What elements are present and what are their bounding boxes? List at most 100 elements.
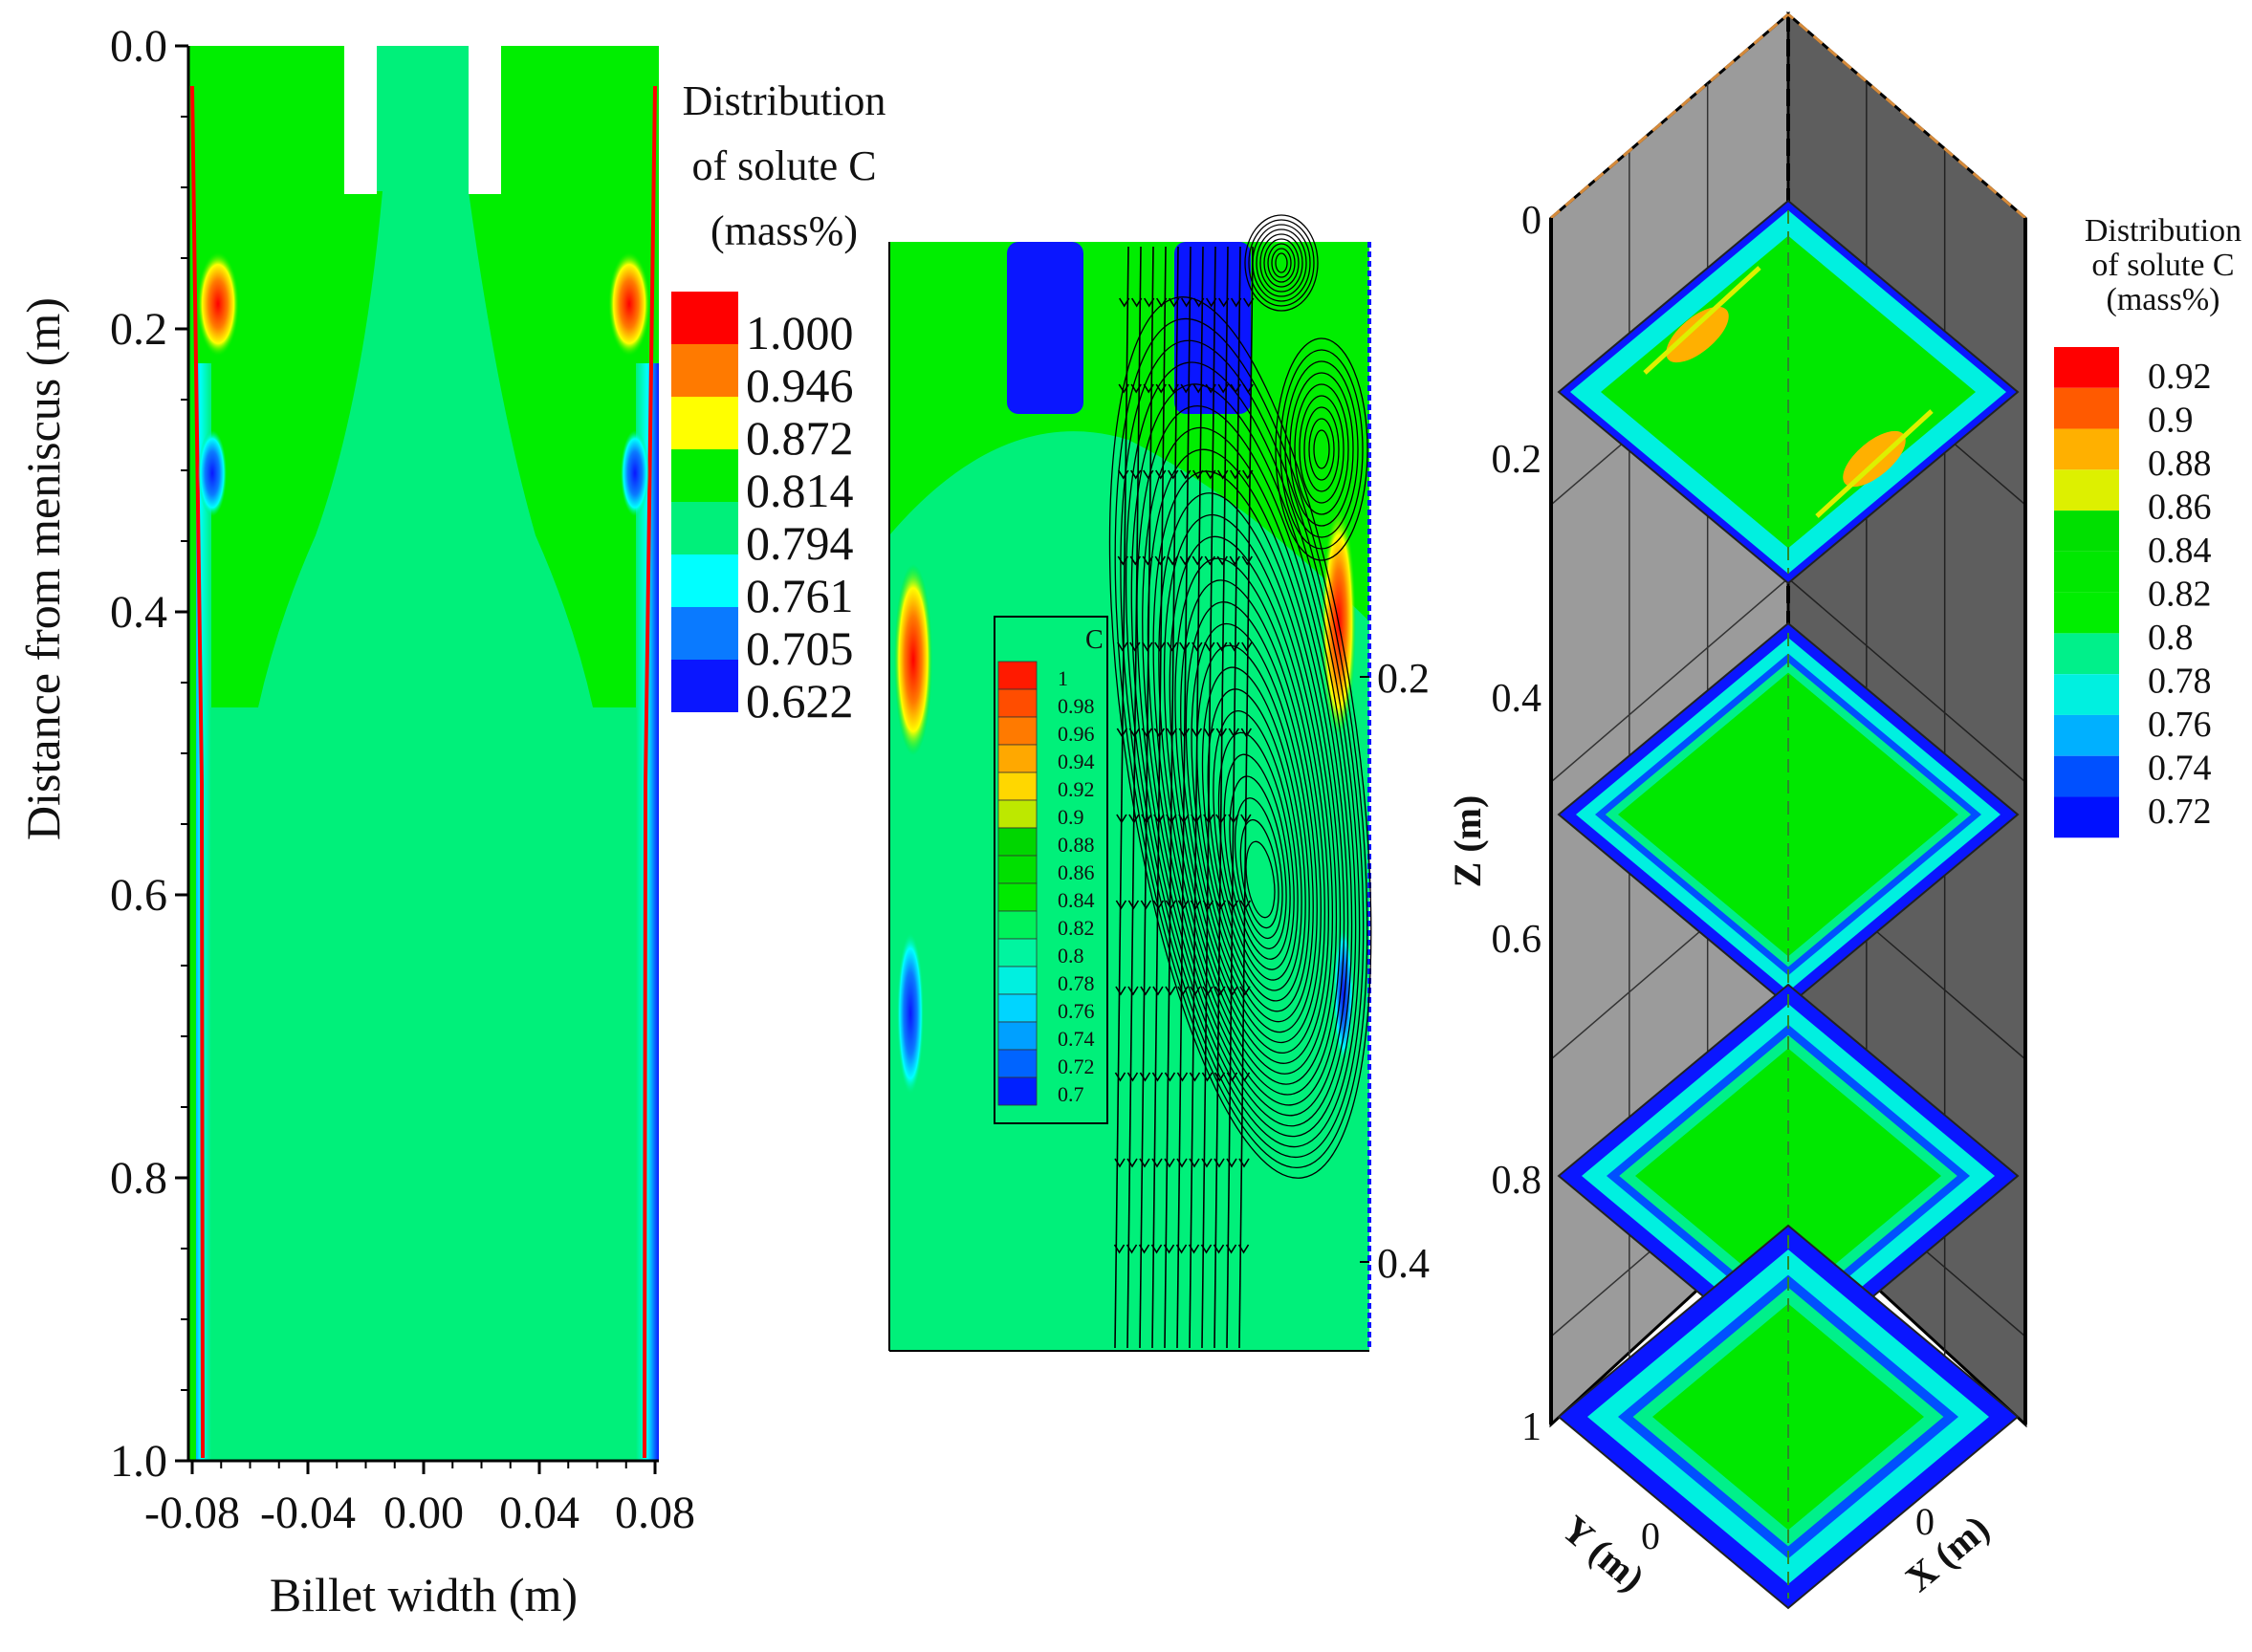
vortex-streamline bbox=[1294, 383, 1349, 515]
flow-arrow bbox=[1169, 297, 1180, 308]
y-tick-label: 0.4 bbox=[110, 587, 167, 638]
legend-swatch bbox=[2054, 347, 2119, 388]
flow-arrow bbox=[1164, 1158, 1175, 1168]
flow-arrow bbox=[1156, 297, 1168, 308]
grid-line bbox=[1787, 577, 2026, 783]
vortex-streamline bbox=[1136, 404, 1353, 1127]
panel-right-3d: 0 0.2 0.4 0.6 0.8 1 Z (m) Y (m) X (m) 0 0 Dis… bbox=[1446, 11, 2241, 1610]
legend-swatch bbox=[2054, 469, 2119, 511]
legend-level: 0.94 bbox=[1058, 750, 1095, 773]
vortex-streamline bbox=[1217, 731, 1295, 970]
z-tick-label: 0.2 bbox=[1492, 438, 1542, 482]
legend-level: 0.92 bbox=[2148, 357, 2212, 397]
streamline bbox=[1151, 246, 1167, 1349]
flow-arrow bbox=[1240, 814, 1252, 824]
slice-z-0.15 bbox=[1557, 199, 2020, 585]
x-tick-label: 0.04 bbox=[499, 1488, 579, 1538]
flow-arrow bbox=[1168, 383, 1179, 394]
flow-arrow bbox=[1229, 555, 1240, 566]
legend-swatch bbox=[671, 660, 738, 712]
flow-arrow bbox=[1229, 641, 1240, 652]
segregation-positive-left bbox=[197, 251, 239, 357]
legend-level: 0.9 bbox=[1058, 805, 1084, 829]
legend-level: 0.794 bbox=[746, 516, 854, 570]
y-tick-label: 0.2 bbox=[1377, 655, 1430, 702]
y-tick-label: 0.4 bbox=[1377, 1240, 1430, 1287]
z-tick-label: 0.6 bbox=[1492, 918, 1542, 962]
legend-level: 0.705 bbox=[746, 621, 854, 675]
y-tick-label: 0.8 bbox=[110, 1153, 167, 1204]
y-axis-label: Distance from meniscus (m) bbox=[16, 297, 70, 840]
flow-arrow bbox=[1126, 1244, 1138, 1254]
flow-arrow bbox=[1151, 1158, 1163, 1168]
flow-arrow bbox=[1154, 641, 1166, 652]
y-tick-0: 0 bbox=[1641, 1514, 1660, 1557]
vortex-streamline bbox=[1185, 601, 1318, 1033]
legend-level: 0.78 bbox=[2148, 662, 2212, 702]
legend-level: 0.74 bbox=[1058, 1027, 1095, 1051]
legend-swatch bbox=[2054, 796, 2119, 838]
legend-title-line: Distribution bbox=[683, 77, 886, 124]
flow-arrow bbox=[1226, 1158, 1237, 1168]
legend-swatch bbox=[671, 397, 738, 449]
flow-arrow bbox=[1176, 1072, 1189, 1082]
slice-z-0.5 bbox=[1557, 621, 2020, 1008]
vortex-streamline bbox=[1223, 753, 1291, 960]
legend-level: 1.000 bbox=[746, 306, 854, 359]
flow-arrow bbox=[1216, 641, 1228, 652]
legend-level: 0.76 bbox=[1058, 999, 1095, 1023]
legend-swatch bbox=[671, 292, 738, 344]
vortex-streamline bbox=[1235, 797, 1283, 940]
vortex-streamline bbox=[1248, 219, 1315, 307]
streamline bbox=[1176, 246, 1192, 1349]
vortex-streamline bbox=[1163, 513, 1334, 1075]
slice-z-0.8 bbox=[1557, 983, 2020, 1369]
flow-arrow bbox=[1168, 469, 1179, 480]
legend-swatch bbox=[997, 882, 1038, 912]
flow-arrow bbox=[1165, 986, 1176, 996]
flow-arrow bbox=[1126, 1072, 1139, 1082]
legend-swatch bbox=[997, 661, 1038, 690]
z-axis-label: Z (m) bbox=[1446, 795, 1489, 888]
flow-arrow bbox=[1118, 469, 1129, 480]
flow-arrow bbox=[1200, 1244, 1213, 1254]
legend-level: 0.78 bbox=[1058, 971, 1095, 995]
shell-line-left bbox=[190, 85, 205, 1459]
legend-swatch bbox=[671, 607, 738, 660]
flow-arrow bbox=[1139, 1072, 1151, 1082]
z-tick-label: 0.8 bbox=[1492, 1159, 1542, 1203]
legend-swatch bbox=[671, 554, 738, 607]
nozzle-port-left bbox=[344, 46, 377, 194]
flow-arrow bbox=[1131, 297, 1143, 308]
legend-title-line: Distribution bbox=[2085, 213, 2241, 249]
y-axis-label: Y (m) bbox=[1554, 1507, 1653, 1599]
vortex-streamline bbox=[1303, 406, 1340, 492]
legend-swatch bbox=[997, 688, 1038, 718]
flow-arrow bbox=[1113, 1244, 1126, 1254]
vortex-streamline bbox=[1275, 252, 1288, 273]
flow-arrow bbox=[1217, 383, 1229, 394]
vortex-streamline bbox=[1191, 622, 1314, 1023]
legend-swatch bbox=[2054, 592, 2119, 634]
legend-swatch bbox=[997, 1021, 1038, 1051]
x-tick-label: -0.04 bbox=[260, 1488, 356, 1538]
legend-level: 0.761 bbox=[746, 569, 854, 622]
legend-level: 0.9 bbox=[2148, 401, 2194, 441]
legend-level: 0.8 bbox=[1058, 944, 1084, 967]
flow-arrow bbox=[1152, 986, 1164, 996]
vortex-streamline bbox=[1174, 557, 1325, 1054]
y-tick-label: 0.2 bbox=[110, 304, 167, 355]
segregation-positive bbox=[1843, 430, 1906, 488]
flow-arrow bbox=[1240, 728, 1253, 738]
vortex-streamline bbox=[1142, 426, 1349, 1117]
legend-swatch bbox=[2054, 387, 2119, 429]
legend-level: 0.74 bbox=[2148, 749, 2212, 789]
vortex-streamline bbox=[1207, 688, 1302, 991]
flow-arrow bbox=[1127, 986, 1139, 996]
flow-arrow bbox=[1227, 986, 1238, 996]
flow-arrow bbox=[1140, 986, 1151, 996]
legend-level: 0.72 bbox=[2148, 792, 2212, 832]
flow-arrow bbox=[1142, 641, 1153, 652]
